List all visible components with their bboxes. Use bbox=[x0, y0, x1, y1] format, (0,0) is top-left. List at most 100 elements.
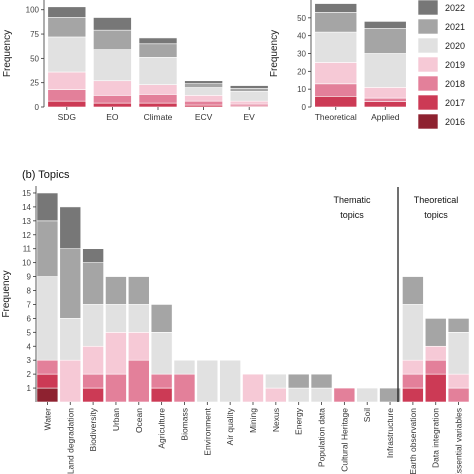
bar-segment-2022 bbox=[314, 3, 358, 13]
legend-swatch-2019 bbox=[417, 56, 439, 73]
bar-segment-2022 bbox=[184, 80, 223, 84]
bar-segment-2021 bbox=[184, 83, 223, 88]
y-tick-label: 100 bbox=[26, 6, 40, 15]
bar-segment-2019 bbox=[242, 373, 264, 403]
bar-segment-2018 bbox=[138, 94, 178, 104]
bar-segment-2021 bbox=[93, 29, 132, 50]
x-tick-label: Ocean bbox=[134, 408, 144, 433]
legend-label-2021: 2021 bbox=[445, 22, 465, 32]
bar-segment-2017 bbox=[82, 387, 104, 403]
bar-segment-2019 bbox=[138, 84, 178, 95]
legend-swatch-2020 bbox=[417, 37, 439, 54]
bar-segment-2022 bbox=[229, 85, 269, 89]
bar-segment-2020 bbox=[47, 36, 87, 73]
x-tick-label: Air quality bbox=[225, 407, 235, 445]
bar-segment-2020 bbox=[59, 318, 82, 361]
theoretical-label-line2: topics bbox=[424, 210, 448, 220]
bar-segment-2018 bbox=[82, 373, 104, 389]
y-tick-label: 2 bbox=[27, 370, 32, 379]
thematic-topics-annotation: Thematic topics bbox=[333, 195, 371, 220]
y-tick-label: 30 bbox=[297, 50, 306, 59]
x-tick-label: SDG bbox=[58, 112, 76, 122]
bar-segment-2017 bbox=[93, 102, 132, 108]
y-tick-label: 11 bbox=[23, 245, 32, 254]
bar-segment-2020 bbox=[150, 332, 173, 375]
bar-segment-2018 bbox=[105, 373, 127, 403]
bar-segment-2022 bbox=[93, 17, 132, 31]
bar-segment-2021 bbox=[59, 248, 82, 319]
bar-segment-2022 bbox=[36, 192, 59, 222]
x-tick-label: Cultural Heritage bbox=[339, 408, 349, 472]
x-tick-label: Applied bbox=[371, 112, 400, 122]
bar-segment-2021 bbox=[447, 318, 470, 333]
x-tick-label: Infrastructure bbox=[385, 408, 395, 458]
bar-segment-2020 bbox=[138, 57, 178, 85]
bar-segment-2021 bbox=[105, 276, 127, 305]
bar-segment-2017 bbox=[363, 101, 407, 108]
legend-swatch-2021 bbox=[417, 18, 439, 35]
y-axis-title: Frequency bbox=[1, 270, 12, 317]
x-tick-label: Theoretical bbox=[315, 112, 357, 122]
bar-segment-2017 bbox=[424, 373, 447, 403]
bar-segment-2017 bbox=[314, 96, 358, 108]
legend-swatch-2017 bbox=[417, 94, 439, 111]
legend-label-2016: 2016 bbox=[445, 117, 465, 127]
bar-segment-2018 bbox=[333, 387, 356, 403]
y-tick-label: 13 bbox=[22, 217, 31, 226]
y-tick-label: 75 bbox=[30, 30, 39, 39]
y-tick-label: 4 bbox=[27, 342, 32, 351]
bar-segment-2017 bbox=[36, 373, 59, 389]
x-tick-label: Essential variables bbox=[454, 408, 464, 474]
bar-segment-2018 bbox=[184, 100, 223, 106]
x-tick-label: Nexus bbox=[271, 408, 281, 432]
y-tick-label: 50 bbox=[30, 54, 39, 63]
legend-label-2020: 2020 bbox=[445, 41, 465, 51]
y-tick-label: 3 bbox=[27, 356, 32, 365]
y-tick-label: 5 bbox=[27, 328, 32, 337]
bar-segment-2019 bbox=[184, 95, 223, 102]
bar-segment-2021 bbox=[363, 28, 407, 54]
y-tick-label: 6 bbox=[27, 314, 32, 323]
bar-segment-2022 bbox=[82, 248, 104, 263]
bar-segment-2019 bbox=[59, 359, 82, 403]
bar-segment-2022 bbox=[59, 206, 82, 250]
x-tick-label: Data integration bbox=[431, 408, 441, 468]
panel-b-title: (b) Topics bbox=[22, 169, 70, 181]
bar-segment-2019 bbox=[265, 387, 287, 403]
bar-segment-2018 bbox=[150, 373, 173, 389]
y-tick-label: 12 bbox=[22, 231, 31, 240]
x-tick-label: Climate bbox=[144, 112, 173, 122]
bar-segment-2019 bbox=[127, 332, 150, 361]
bar-segment-2019 bbox=[82, 345, 104, 375]
bar-segment-2021 bbox=[424, 318, 447, 347]
sdg-eo-climate-bar-chart: 0 25 50 75 100 Frequency SDG EO Climate ECV EV bbox=[2, 0, 269, 122]
bar-segment-2022 bbox=[47, 6, 87, 18]
bar-segment-2019 bbox=[93, 80, 132, 96]
legend-label-2017: 2017 bbox=[445, 98, 465, 108]
bar-segment-2020 bbox=[265, 373, 287, 389]
bar-segment-2020 bbox=[229, 91, 269, 102]
bar-segment-2020 bbox=[196, 359, 219, 403]
bar-segment-2018 bbox=[363, 97, 407, 102]
bar-segment-2017 bbox=[138, 102, 178, 108]
bar-segment-2020 bbox=[127, 304, 150, 333]
bar-segment-2021 bbox=[47, 17, 87, 38]
bar-segment-2019 bbox=[47, 71, 87, 90]
x-tick-label: Soil bbox=[362, 408, 372, 422]
x-tick-label: Agriculture bbox=[157, 408, 167, 449]
bar-segment-2016 bbox=[36, 387, 59, 403]
bar-segment-2018 bbox=[36, 359, 59, 375]
bar-segment-2017 bbox=[402, 387, 424, 403]
bar-segment-2019 bbox=[105, 332, 127, 375]
y-axis-title: Frequency bbox=[2, 30, 13, 77]
bar-segment-2021 bbox=[127, 276, 150, 305]
x-tick-label: Population data bbox=[317, 408, 327, 467]
y-tick-label: 1 bbox=[27, 384, 32, 393]
y-tick-label: 50 bbox=[297, 14, 306, 23]
y-tick-label: 8 bbox=[27, 287, 32, 296]
x-tick-label: Land degradation bbox=[65, 408, 75, 474]
bar-segment-2020 bbox=[36, 276, 59, 361]
bar-segment-2020 bbox=[287, 387, 310, 403]
y-tick-label: 14 bbox=[22, 203, 31, 212]
bar-segment-2020 bbox=[314, 31, 358, 63]
